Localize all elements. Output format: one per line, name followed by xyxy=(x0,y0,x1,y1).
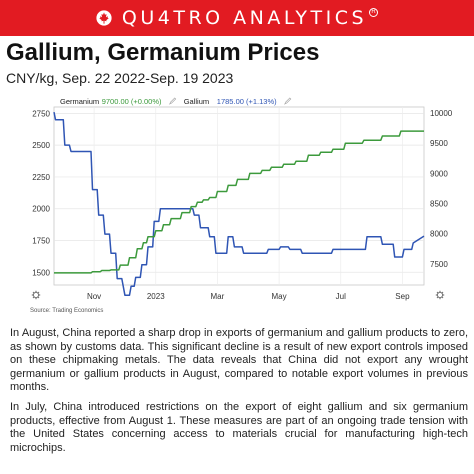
left-tick-label: 2750 xyxy=(32,109,50,118)
gear-icon xyxy=(435,290,445,300)
legend-value-germanium: 9700.00 (+0.00%) xyxy=(102,97,162,106)
x-tick-label: Jul xyxy=(336,292,346,301)
price-chart: 1500 1750 2000 2250 2500 2750 7500 8000 8500 9000… xyxy=(0,92,474,317)
paragraph-1: In August, China reported a sharp drop i… xyxy=(10,327,468,393)
left-tick-label: 2000 xyxy=(32,205,50,214)
x-tick-label: May xyxy=(272,292,287,301)
source-note: Source: Trading Economics xyxy=(30,308,103,314)
right-tick-label: 7500 xyxy=(430,260,448,269)
left-tick-label: 2500 xyxy=(32,141,50,150)
right-tick-label: 8500 xyxy=(430,200,448,209)
gallium-line xyxy=(53,111,425,296)
germanium-line xyxy=(54,130,424,274)
right-tick-label: 10000 xyxy=(430,109,453,118)
legend-name-germanium: Germanium xyxy=(60,97,99,106)
brand-name: QU4TRO ANALYTICS xyxy=(121,7,368,29)
chart-legend: Germanium 9700.00 (+0.00%) Gallium 1785.00 … xyxy=(60,97,292,106)
brand-banner: QU4TRO ANALYTICS R xyxy=(0,0,474,36)
legend-value-gallium: 1785.00 (+1.13%) xyxy=(217,97,277,106)
left-tick-label: 2250 xyxy=(32,173,50,182)
maple-leaf-icon xyxy=(96,10,112,26)
paragraph-2: In July, China introduced restrictions o… xyxy=(10,401,468,454)
pencil-icon xyxy=(168,97,177,105)
x-tick-label: Nov xyxy=(87,292,101,301)
left-tick-label: 1500 xyxy=(32,268,50,277)
page-title: Gallium, Germanium Prices xyxy=(6,39,320,66)
right-tick-label: 9500 xyxy=(430,139,448,148)
legend-name-gallium: Gallium xyxy=(184,97,209,106)
plot-frame xyxy=(53,106,425,286)
x-tick-label: Mar xyxy=(211,292,225,301)
registered-mark: R xyxy=(369,7,379,17)
x-tick-label: 2023 xyxy=(147,292,165,301)
page-subtitle: CNY/kg, Sep. 22 2022-Sep. 19 2023 xyxy=(6,70,234,86)
gear-icon xyxy=(31,290,41,300)
left-tick-label: 1750 xyxy=(32,237,50,246)
right-tick-label: 9000 xyxy=(430,169,448,178)
x-tick-label: Sep xyxy=(395,292,410,301)
pencil-icon xyxy=(284,97,292,105)
right-tick-label: 8000 xyxy=(430,230,448,239)
